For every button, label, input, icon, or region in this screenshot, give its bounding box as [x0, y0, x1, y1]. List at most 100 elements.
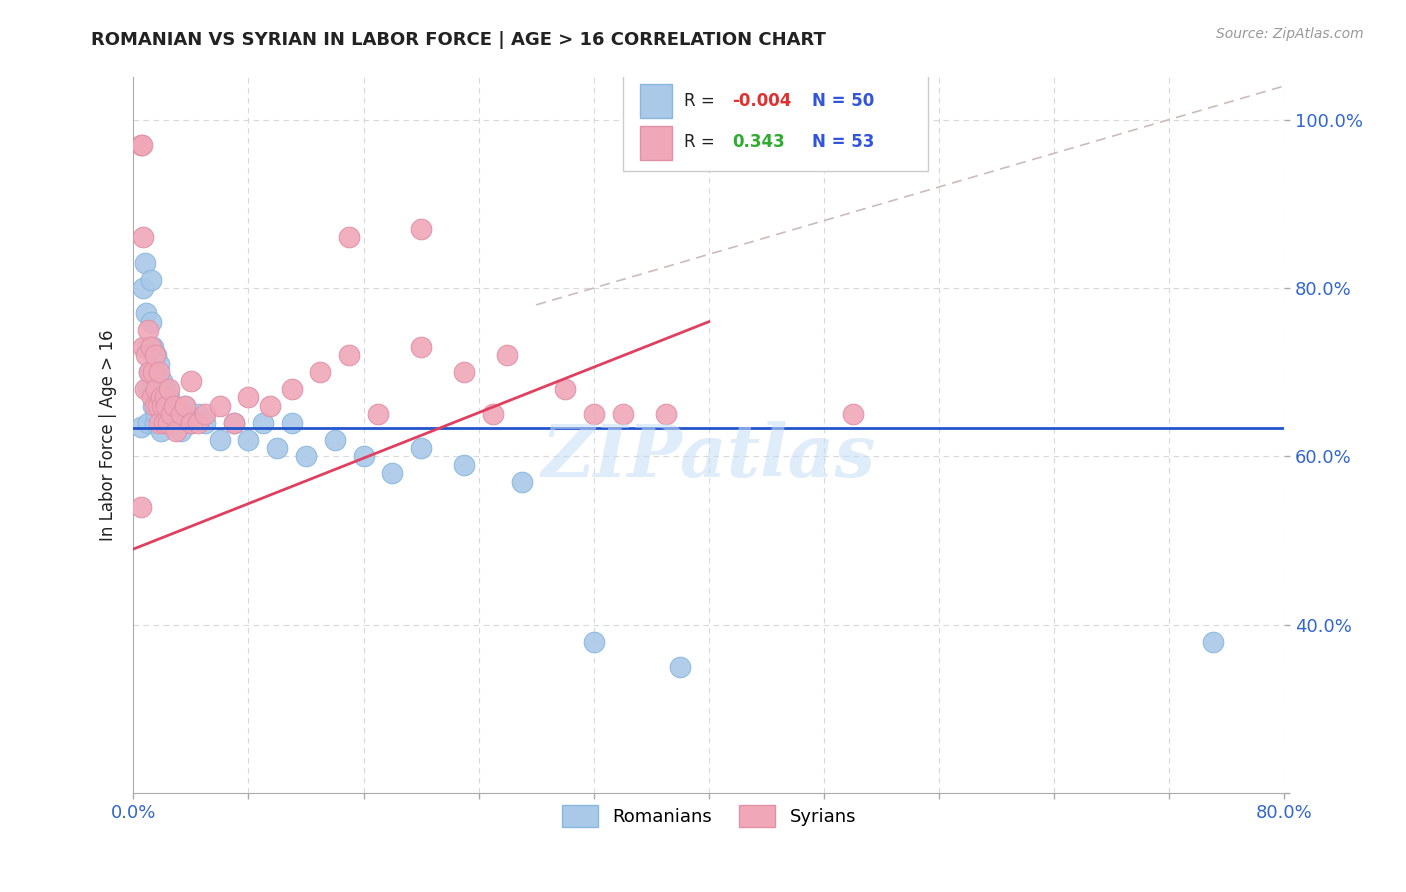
- Point: [143, 348, 166, 362]
- Point: [135, 306, 157, 320]
- Point: [222, 416, 245, 430]
- Point: [156, 416, 179, 430]
- Point: [149, 424, 172, 438]
- Text: R =: R =: [683, 133, 720, 151]
- Point: [136, 382, 159, 396]
- Point: [554, 382, 576, 396]
- Point: [510, 475, 533, 489]
- Point: [156, 416, 179, 430]
- Point: [482, 408, 505, 422]
- Point: [142, 399, 165, 413]
- Point: [612, 408, 634, 422]
- Point: [139, 340, 162, 354]
- Point: [148, 357, 170, 371]
- Point: [150, 399, 173, 413]
- Point: [411, 441, 433, 455]
- Point: [145, 382, 167, 396]
- FancyBboxPatch shape: [640, 84, 672, 119]
- Point: [131, 137, 153, 152]
- Point: [411, 340, 433, 354]
- Point: [129, 500, 152, 514]
- Point: [194, 408, 217, 422]
- Text: -0.004: -0.004: [733, 92, 792, 110]
- Point: [138, 365, 160, 379]
- Point: [353, 450, 375, 464]
- Point: [654, 408, 676, 422]
- Text: ZIPatlas: ZIPatlas: [541, 421, 876, 492]
- Point: [139, 272, 162, 286]
- Point: [136, 323, 159, 337]
- Point: [135, 348, 157, 362]
- Point: [238, 433, 260, 447]
- Point: [132, 230, 155, 244]
- Point: [166, 424, 188, 438]
- Point: [139, 315, 162, 329]
- Point: [153, 391, 176, 405]
- Point: [842, 408, 865, 422]
- Point: [157, 391, 180, 405]
- Point: [208, 433, 231, 447]
- Point: [136, 340, 159, 354]
- Text: Source: ZipAtlas.com: Source: ZipAtlas.com: [1216, 27, 1364, 41]
- Point: [134, 256, 156, 270]
- Point: [145, 408, 167, 422]
- Point: [187, 416, 209, 430]
- Point: [496, 348, 519, 362]
- Point: [174, 399, 197, 413]
- Point: [1201, 634, 1223, 648]
- Point: [155, 382, 177, 396]
- Point: [259, 399, 281, 413]
- Point: [155, 399, 177, 413]
- Point: [295, 450, 318, 464]
- Point: [180, 416, 202, 430]
- Point: [194, 416, 217, 430]
- Point: [159, 408, 181, 422]
- Point: [143, 399, 166, 413]
- Point: [170, 424, 193, 438]
- Point: [143, 416, 166, 430]
- Point: [208, 399, 231, 413]
- FancyBboxPatch shape: [640, 126, 672, 160]
- Text: R =: R =: [683, 92, 720, 110]
- Point: [142, 340, 165, 354]
- Point: [136, 416, 159, 430]
- FancyBboxPatch shape: [623, 67, 928, 170]
- Point: [146, 391, 169, 405]
- Point: [252, 416, 274, 430]
- Point: [148, 399, 170, 413]
- Point: [142, 365, 165, 379]
- Point: [138, 365, 160, 379]
- Point: [174, 399, 197, 413]
- Point: [150, 374, 173, 388]
- Point: [129, 420, 152, 434]
- Point: [143, 365, 166, 379]
- Point: [170, 408, 193, 422]
- Legend: Romanians, Syrians: Romanians, Syrians: [554, 798, 863, 834]
- Point: [411, 222, 433, 236]
- Point: [146, 399, 169, 413]
- Point: [381, 467, 404, 481]
- Point: [323, 433, 346, 447]
- Point: [132, 281, 155, 295]
- Point: [153, 408, 176, 422]
- Point: [453, 458, 475, 472]
- Point: [669, 660, 692, 674]
- Point: [141, 382, 163, 396]
- Point: [337, 230, 360, 244]
- Point: [166, 416, 188, 430]
- Text: ROMANIAN VS SYRIAN IN LABOR FORCE | AGE > 16 CORRELATION CHART: ROMANIAN VS SYRIAN IN LABOR FORCE | AGE …: [91, 31, 827, 49]
- Text: N = 53: N = 53: [813, 133, 875, 151]
- Y-axis label: In Labor Force | Age > 16: In Labor Force | Age > 16: [100, 330, 117, 541]
- Point: [152, 399, 174, 413]
- Point: [582, 634, 605, 648]
- Text: N = 50: N = 50: [813, 92, 875, 110]
- Point: [141, 391, 163, 405]
- Point: [453, 365, 475, 379]
- Point: [367, 408, 389, 422]
- Point: [337, 348, 360, 362]
- Point: [266, 441, 288, 455]
- Point: [148, 365, 170, 379]
- Point: [309, 365, 332, 379]
- Point: [180, 416, 202, 430]
- Point: [280, 382, 302, 396]
